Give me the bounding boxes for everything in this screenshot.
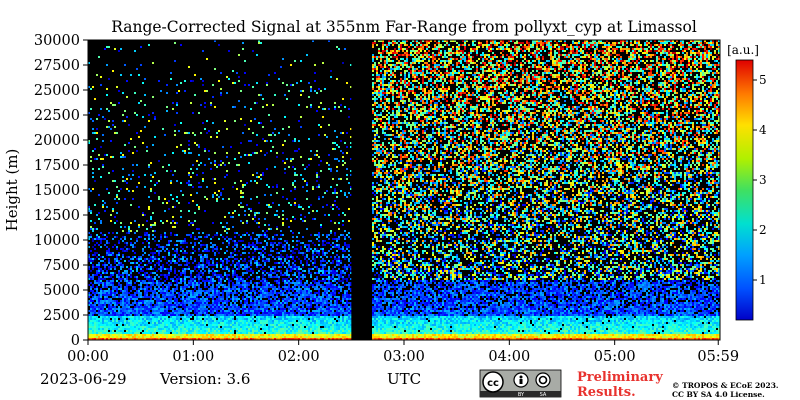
signal-texture: [612, 50, 614, 52]
y-tick-label: 10000: [34, 233, 80, 249]
x-axis: 00:00 01:00 02:00 03:00 04:00 05:00 05:59: [67, 340, 739, 365]
colorbar-label: [a.u.]: [727, 43, 759, 57]
signal-texture: [88, 92, 686, 316]
signal-texture: [418, 46, 420, 48]
colorbar: [735, 59, 754, 321]
signal-texture: [668, 52, 670, 54]
y-tick-label: 15000: [34, 183, 80, 199]
signal-texture: [88, 40, 714, 316]
y-tick-label: 22500: [34, 108, 80, 124]
y-tick-label: 27500: [34, 58, 80, 74]
x-tick-label: 02:00: [278, 349, 320, 365]
signal-texture: [106, 130, 666, 316]
preliminary-line1: Preliminary: [577, 370, 663, 385]
signal-texture: [420, 42, 422, 44]
by-icon-head: [519, 375, 523, 379]
colorbar-ticks: 1 2 3 4 5: [753, 73, 767, 287]
signal-texture: [558, 50, 576, 54]
signal-texture: [606, 50, 608, 52]
sa-icon-arc: [538, 375, 548, 385]
cc-icon-text: cc: [487, 378, 499, 389]
x-tick-label: 04:00: [488, 349, 530, 365]
signal-texture: [168, 244, 666, 276]
signal-texture: [600, 62, 602, 64]
y-tick-label: 20000: [34, 133, 80, 149]
sa-icon: [535, 372, 551, 388]
y-axis: 0 2500 5000 7500 10000 12500 15000 17500 20000 22…: [34, 33, 88, 349]
no-data-gap: [351, 40, 371, 340]
y-tick-label: 12500: [34, 208, 80, 224]
x-tick-label: 03:00: [383, 349, 425, 365]
colorbar-tick-label: 1: [759, 273, 767, 287]
signal-texture: [584, 44, 586, 46]
signal-texture: [392, 42, 394, 44]
signal-texture: [94, 92, 716, 312]
by-label: BY: [518, 392, 525, 398]
preliminary-line2: Results.: [577, 385, 636, 400]
chart-title: Range-Corrected Signal at 355nm Far-Rang…: [111, 18, 697, 36]
x-tick-label: 00:00: [67, 349, 109, 365]
by-icon-body: [519, 379, 523, 384]
heatmap-layer: [88, 40, 720, 340]
y-tick-label: 25000: [34, 83, 80, 99]
cc-license-badge: cc BY SA: [479, 369, 562, 398]
cc-icon: [482, 371, 504, 393]
signal-texture: [288, 48, 706, 340]
signal-texture: [88, 106, 678, 328]
y-tick-label: 5000: [43, 283, 80, 299]
y-axis-label: Height (m): [3, 149, 21, 232]
copyright-line2: CC BY SA 4.0 License.: [672, 390, 765, 399]
x-tick-label: 05:00: [594, 349, 636, 365]
colorbar-tick-label: 5: [759, 73, 767, 87]
signal-texture: [98, 152, 680, 316]
y-tick-label: 0: [71, 333, 80, 349]
y-tick-label: 7500: [43, 258, 80, 274]
x-axis-label: UTC: [387, 370, 421, 388]
colorbar-tick-label: 2: [759, 223, 767, 237]
copyright-line1: © TROPOS & ECoE 2023.: [672, 381, 779, 390]
signal-texture: [252, 60, 706, 328]
version-label: Version: 3.6: [159, 370, 250, 388]
signal-texture: [96, 130, 710, 316]
sa-label: SA: [540, 392, 547, 398]
signal-texture: [394, 56, 396, 58]
x-tick-label: 05:59: [697, 349, 739, 365]
y-tick-label: 2500: [43, 308, 80, 324]
signal-texture: [466, 44, 560, 56]
y-tick-label: 17500: [34, 158, 80, 174]
signal-texture: [90, 92, 710, 338]
signal-texture: [120, 184, 710, 316]
y-tick-label: 30000: [34, 33, 80, 49]
colorbar-tick-label: 4: [759, 123, 767, 137]
colorbar-tick-label: 3: [759, 173, 767, 187]
date-label: 2023-06-29: [40, 370, 126, 388]
signal-texture: [598, 76, 600, 78]
x-tick-label: 01:00: [172, 349, 214, 365]
